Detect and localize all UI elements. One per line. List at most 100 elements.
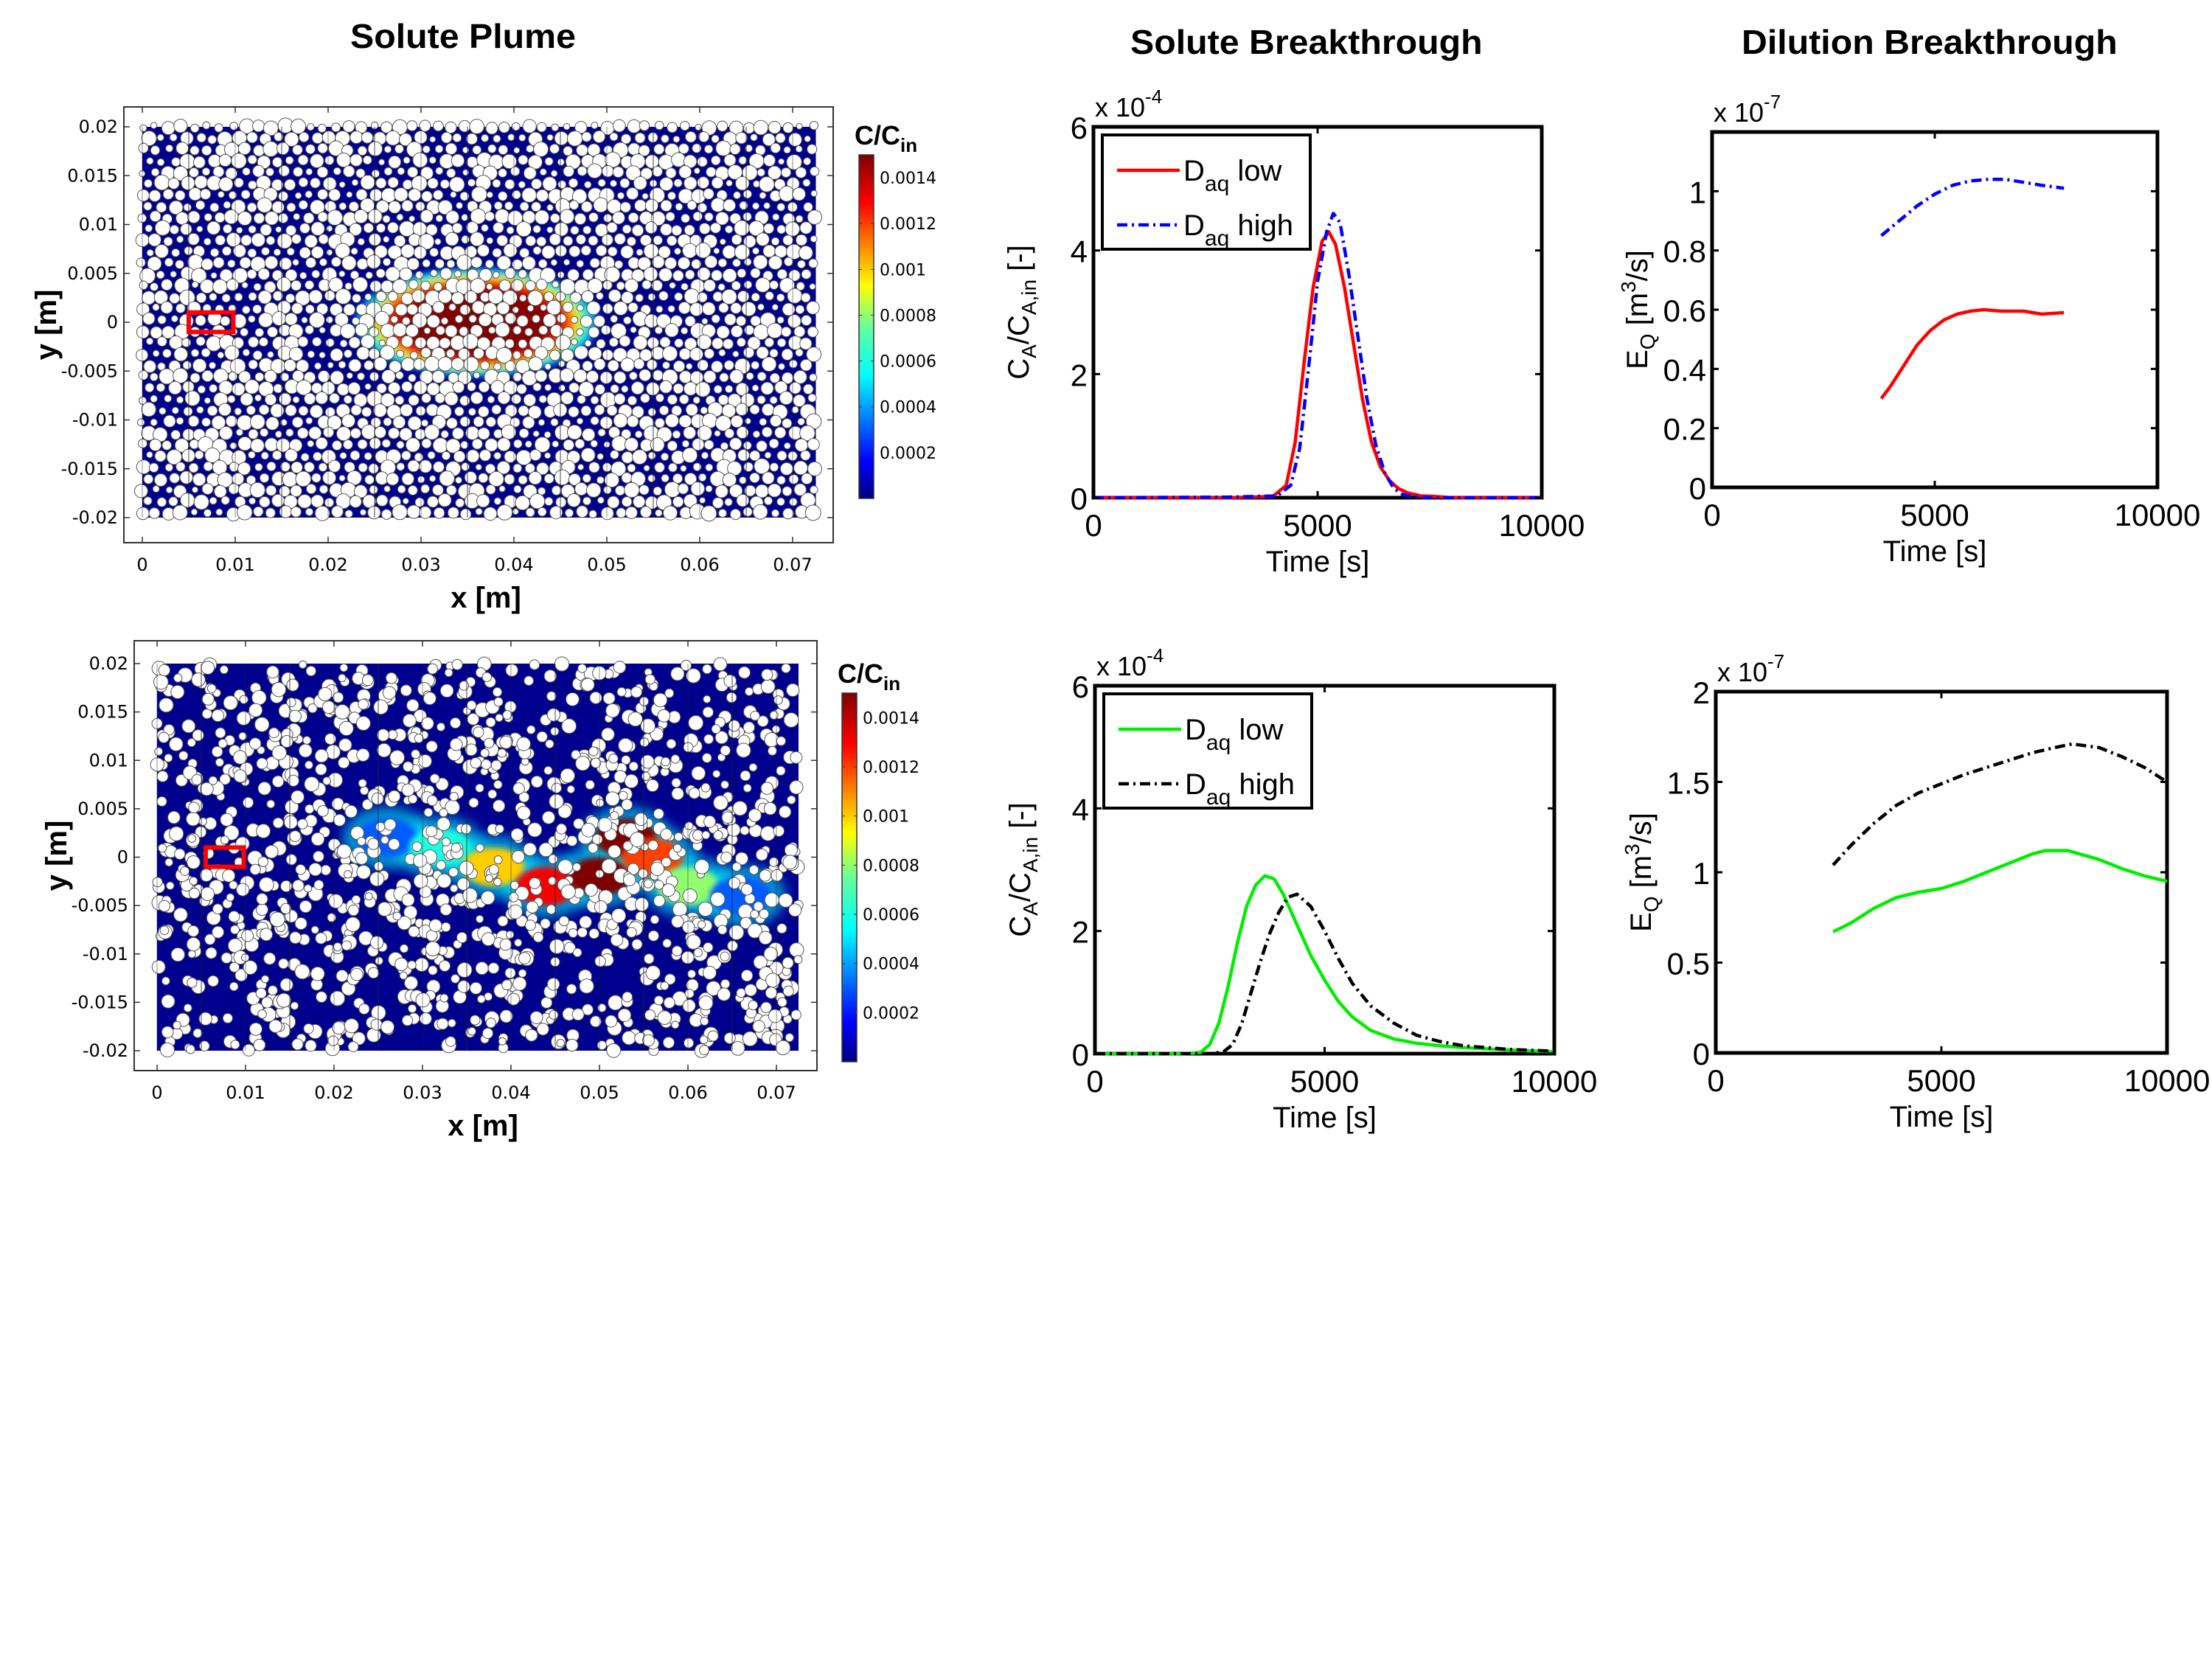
grain (145, 337, 154, 346)
grain (261, 975, 270, 984)
grain (272, 817, 284, 829)
grain (434, 258, 445, 269)
grain (415, 271, 424, 279)
grain (397, 167, 406, 175)
grain (229, 961, 240, 973)
grain (335, 288, 352, 305)
grain (188, 462, 199, 473)
multiplier-base: x 10 (1717, 657, 1767, 687)
grain (249, 863, 261, 875)
grain (383, 818, 397, 831)
grain (341, 414, 356, 428)
grain (382, 686, 397, 700)
grain (742, 347, 755, 358)
grain (590, 439, 599, 448)
grain (146, 248, 154, 257)
grain (459, 416, 470, 428)
grain (440, 131, 453, 144)
grain (715, 140, 731, 156)
x-tick-label: 0.04 (494, 554, 533, 575)
grain (526, 900, 539, 914)
grain (347, 1041, 359, 1052)
grain (579, 978, 594, 994)
grain (778, 893, 793, 908)
grain (298, 660, 307, 669)
grain (154, 450, 167, 462)
grain (351, 894, 361, 905)
grain (349, 495, 362, 508)
grain (317, 370, 330, 383)
grain (148, 189, 161, 202)
grain (388, 201, 402, 214)
grain (317, 142, 328, 154)
grain (642, 1034, 655, 1047)
grain (350, 826, 365, 841)
grain (459, 508, 472, 521)
grain (797, 417, 805, 426)
grain (639, 737, 650, 748)
grain (806, 301, 820, 315)
grain (248, 225, 257, 234)
grain (596, 799, 605, 807)
grain (609, 132, 619, 142)
grain (787, 795, 796, 804)
legend-label-main: D (1183, 155, 1205, 187)
grain (192, 473, 206, 487)
grain (400, 684, 412, 697)
grain (511, 394, 522, 405)
grain (742, 212, 752, 222)
grain (496, 504, 513, 521)
grain (599, 371, 613, 384)
grain (298, 743, 313, 758)
grain (689, 347, 704, 361)
grain (356, 372, 365, 380)
grain (546, 978, 560, 991)
grain (532, 382, 542, 392)
grain (356, 864, 371, 880)
grain (529, 449, 542, 462)
grain (654, 120, 664, 131)
grain (369, 936, 384, 950)
grain (175, 462, 186, 472)
grain (596, 476, 605, 484)
grain (721, 811, 734, 824)
grain (700, 505, 717, 522)
grain (612, 166, 625, 178)
grain (445, 438, 461, 453)
grain (505, 664, 518, 677)
grain (368, 327, 380, 338)
grain (685, 403, 698, 417)
grain (223, 201, 232, 209)
grain (543, 291, 554, 302)
grain (237, 436, 252, 451)
grain (743, 234, 757, 248)
grain (181, 719, 196, 734)
grain (407, 166, 419, 178)
grain (512, 372, 522, 382)
grain (161, 440, 173, 451)
grain (285, 312, 298, 326)
y-tick-label: 0 (1689, 471, 1706, 506)
grain (374, 861, 384, 872)
grain (302, 736, 311, 745)
grain (723, 338, 734, 349)
grain (269, 911, 285, 928)
grain (244, 379, 260, 394)
grain (513, 147, 521, 154)
grain (433, 282, 443, 292)
grain (588, 746, 599, 757)
grain (513, 484, 522, 494)
grain (338, 720, 354, 737)
grain (759, 417, 768, 426)
grain (800, 450, 811, 461)
grain (352, 293, 361, 303)
grain (353, 209, 369, 224)
grain (445, 484, 457, 496)
grain (504, 450, 517, 463)
grain (810, 189, 818, 198)
grain (527, 822, 543, 838)
grain (351, 178, 359, 187)
grain (801, 268, 812, 279)
grain (369, 871, 385, 887)
grain (589, 257, 600, 268)
